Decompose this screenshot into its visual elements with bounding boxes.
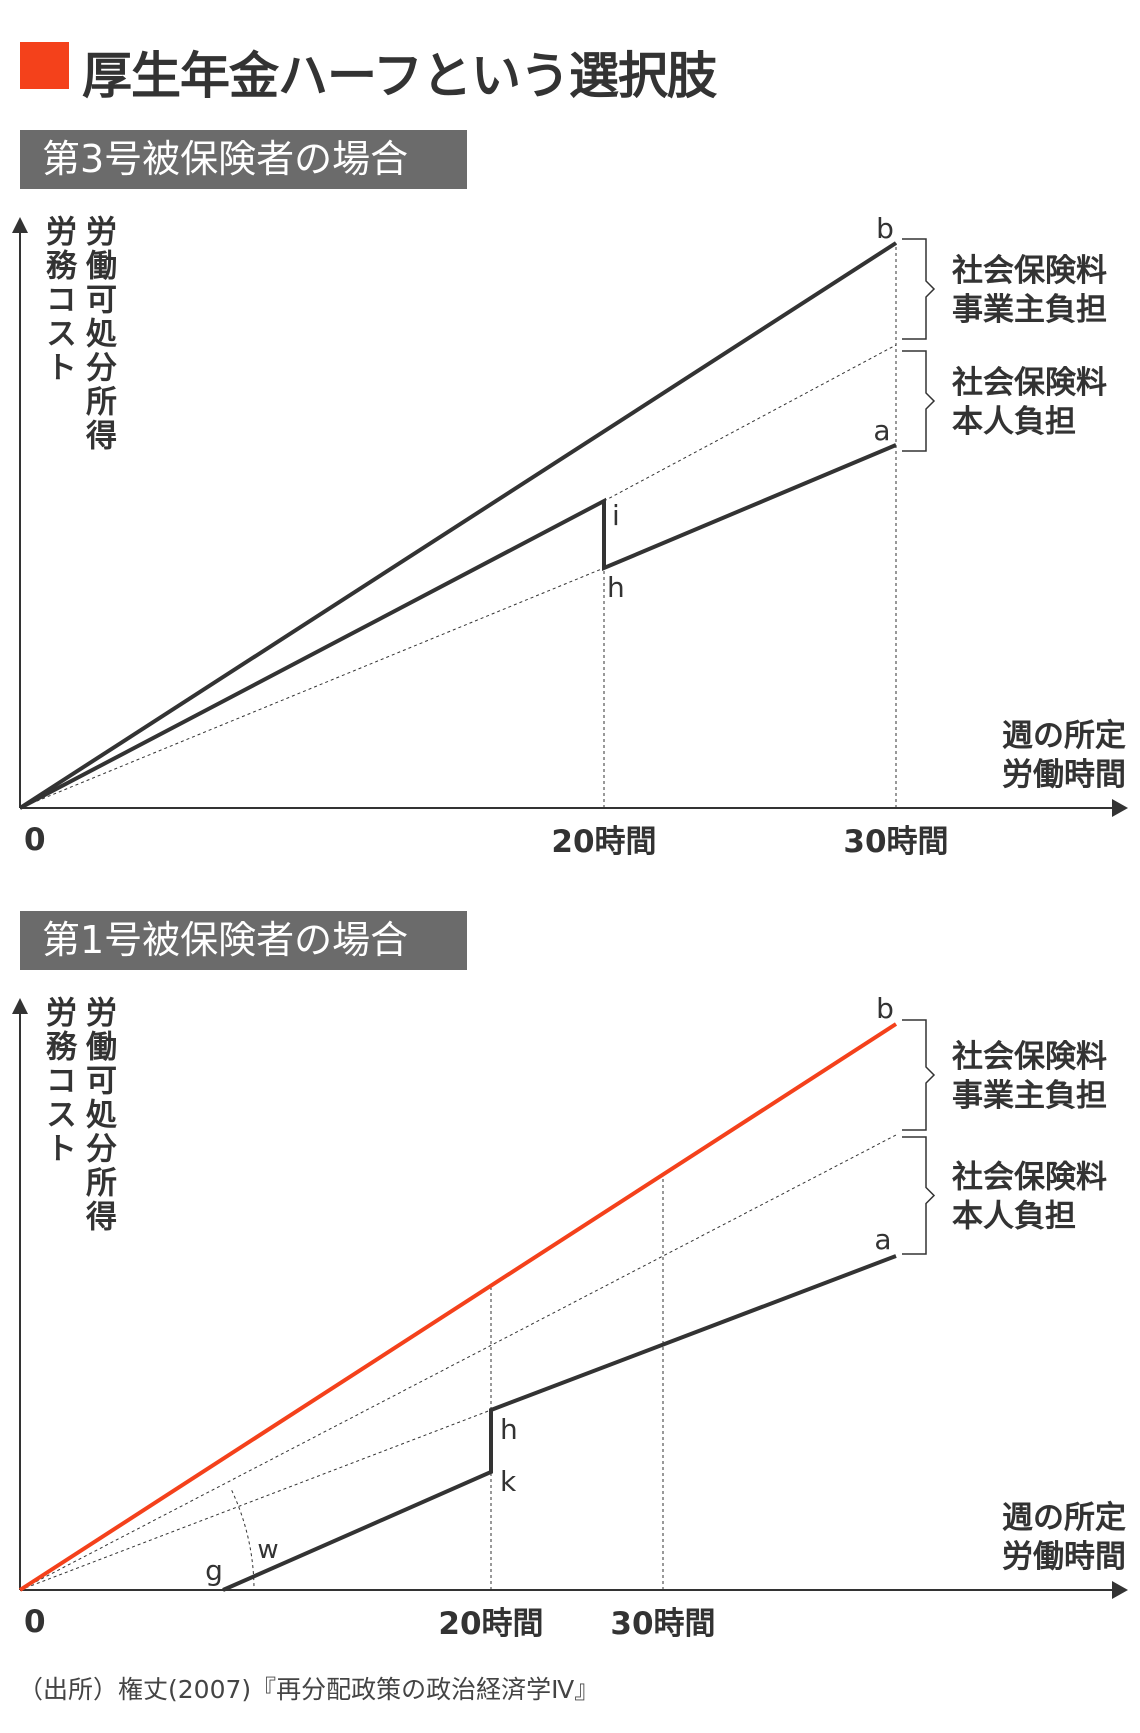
dotted-line-lower — [19, 567, 605, 809]
subtitle-case-1: 第1号被保険者の場合 — [20, 911, 467, 970]
employer-share-bracket — [902, 238, 936, 340]
x-tick-30h: 30時間 — [843, 824, 948, 860]
x-axis-arrow-icon — [1112, 1581, 1128, 1599]
source-note: （出所）権丈(2007)『再分配政策の政治経済学Ⅳ』 — [18, 1675, 600, 1704]
point-label-g: g — [205, 1554, 223, 1587]
x-tick-20h: 20時間 — [438, 1606, 543, 1642]
dotted-line-lower — [19, 1409, 492, 1591]
employer-share-label: 社会保険料 — [952, 1039, 1107, 1075]
point-label-b: b — [876, 212, 894, 245]
x-axis-label: 労働時間 — [1002, 1539, 1126, 1575]
point-label-k: k — [500, 1465, 517, 1498]
x-tick-30h: 30時間 — [610, 1606, 715, 1642]
employee-share-bracket — [902, 1136, 936, 1255]
dotted-line-upper — [19, 1134, 897, 1591]
origin-label: 0 — [24, 822, 46, 858]
employer-share-label: 社会保険料 — [952, 253, 1107, 289]
y-axis-label-disposable-income: 労働可処分所得 — [80, 215, 116, 453]
origin-label: 0 — [24, 1604, 46, 1640]
title-marker — [20, 42, 69, 89]
x-axis-label: 労働時間 — [1002, 757, 1126, 793]
y-axis-arrow-icon — [12, 998, 28, 1014]
employee-share-bracket — [902, 350, 936, 452]
disposable-income-line — [19, 443, 897, 810]
x-axis-label: 週の所定 — [1002, 718, 1126, 754]
disposable-income-line — [222, 1254, 897, 1592]
employee-share-label: 本人負担 — [952, 404, 1076, 440]
employee-share-label: 本人負担 — [952, 1199, 1076, 1235]
point-label-h: h — [607, 571, 625, 604]
employer-share-bracket — [902, 1019, 936, 1131]
point-label-h: h — [500, 1413, 518, 1446]
point-label-i: i — [612, 499, 620, 532]
y-axis-label-labor-cost: 労務コスト — [40, 996, 76, 1166]
labor-cost-line — [18, 1022, 898, 1592]
y-axis-label-labor-cost: 労務コスト — [40, 215, 76, 385]
angle-arc-w — [231, 1490, 255, 1591]
employee-share-label: 社会保険料 — [952, 365, 1107, 401]
employer-share-label: 事業主負担 — [952, 292, 1107, 328]
employer-share-label: 事業主負担 — [952, 1078, 1107, 1114]
x-axis-arrow-icon — [1112, 799, 1128, 817]
y-axis-label-disposable-income: 労働可処分所得 — [80, 996, 116, 1234]
employee-share-label: 社会保険料 — [952, 1160, 1107, 1196]
x-tick-20h: 20時間 — [551, 824, 656, 860]
y-axis-arrow-icon — [12, 217, 28, 233]
point-label-a: a — [874, 1223, 891, 1256]
point-label-b: b — [876, 992, 894, 1025]
point-label-a: a — [873, 414, 890, 447]
dotted-line-upper — [603, 344, 897, 502]
x-axis-label: 週の所定 — [1002, 1500, 1126, 1536]
labor-cost-line — [18, 241, 898, 810]
point-label-w: w — [257, 1535, 278, 1565]
subtitle-case-3: 第3号被保険者の場合 — [20, 130, 467, 189]
page-title: 厚生年金ハーフという選択肢 — [82, 47, 717, 105]
